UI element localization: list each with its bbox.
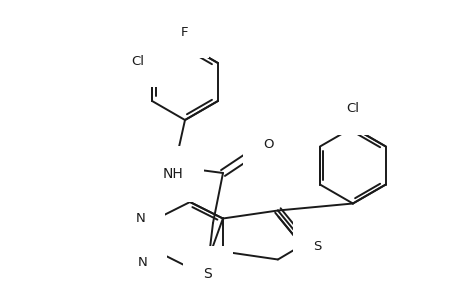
Text: Cl: Cl (131, 55, 144, 68)
Text: N: N (135, 212, 145, 225)
Text: N: N (137, 256, 147, 269)
Text: Cl: Cl (346, 103, 358, 116)
Text: S: S (312, 240, 320, 253)
Text: O: O (263, 139, 273, 152)
Text: NH: NH (162, 167, 183, 181)
Text: S: S (203, 267, 212, 281)
Text: F: F (181, 26, 188, 38)
